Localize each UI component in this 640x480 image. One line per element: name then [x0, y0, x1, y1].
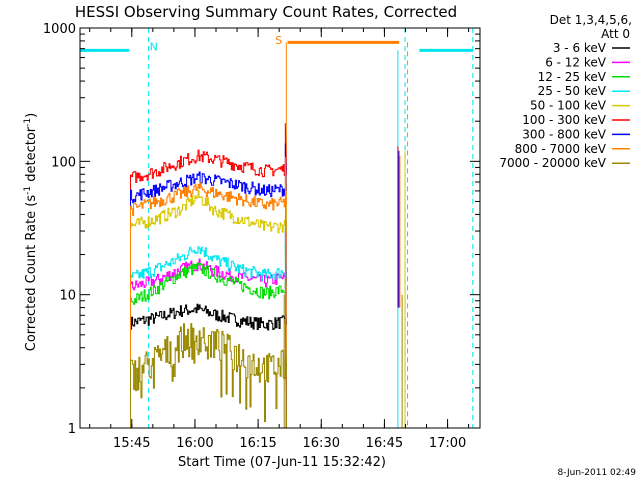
y-tick-label: 100 [51, 155, 76, 170]
series-line [130, 156, 287, 429]
y-tick-label: 1 [68, 422, 76, 437]
footer-timestamp: 8-Jun-2011 02:49 [558, 468, 637, 478]
x-tick-label: 16:45 [366, 436, 403, 451]
x-tick-label: 15:45 [113, 436, 150, 451]
y-axis-label: Corrected Count Rate (s-1 detector-1) [23, 113, 39, 351]
series-layer [130, 123, 401, 429]
y-tick-label: 1000 [43, 22, 76, 37]
legend-entry-label: 3 - 6 keV [553, 41, 607, 55]
series-line [130, 225, 287, 429]
series-line [130, 243, 287, 429]
legend-entry-label: 100 - 300 keV [522, 113, 606, 127]
series-line [130, 123, 287, 429]
series-line [130, 318, 287, 429]
legend-entry-label: 12 - 25 keV [538, 70, 607, 84]
x-tick-label: 17:00 [429, 436, 466, 451]
legend-header-attenuator: Att 0 [601, 27, 630, 41]
x-axis-label: Start Time (07-Jun-11 15:32:42) [178, 455, 386, 470]
x-axis: 15:45 16:00 16:15 16:30 16:45 17:00 [89, 28, 470, 451]
y-tick-label: 10 [59, 289, 76, 304]
legend-entry-label: 800 - 7000 keV [515, 142, 607, 156]
legend-entry-label: 6 - 12 keV [545, 55, 607, 69]
x-tick-label: 16:15 [239, 436, 276, 451]
series-line [130, 275, 287, 429]
series-line [130, 179, 287, 429]
region-annotation: S [275, 34, 282, 47]
legend-entry-label: 7000 - 20000 keV [499, 156, 606, 170]
legend-entry-label: 50 - 100 keV [530, 99, 607, 113]
plot-frame [79, 27, 481, 429]
legend-entry-label: 300 - 800 keV [522, 127, 606, 141]
legend-entry-label: 25 - 50 keV [538, 84, 607, 98]
chart-title: HESSI Observing Summary Count Rates, Cor… [75, 3, 457, 21]
region-annotation: N [150, 40, 158, 53]
y-axis: 1 10 100 1000 [43, 22, 480, 437]
series-line [130, 143, 287, 429]
x-tick-label: 16:30 [303, 436, 340, 451]
legend-header-detectors: Det 1,3,4,5,6, [550, 13, 632, 27]
x-tick-label: 16:00 [176, 436, 213, 451]
